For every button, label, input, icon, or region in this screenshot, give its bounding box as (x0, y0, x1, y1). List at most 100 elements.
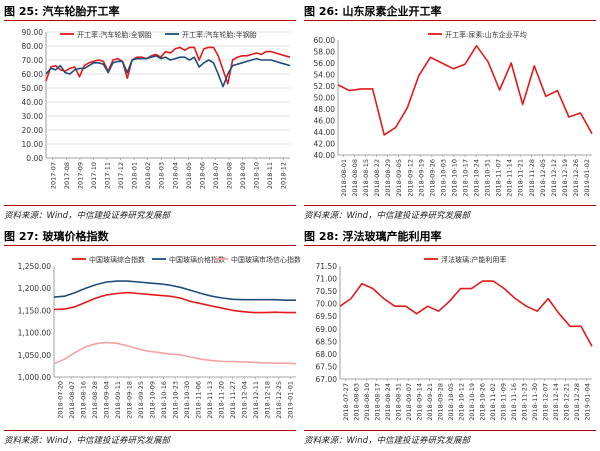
source-note: 资料来源：Wind，中信建投证券研究发展部 (4, 211, 171, 221)
legend-label: 中国玻璃价格指数 (169, 255, 225, 264)
y-tick-label: 40.00 (314, 151, 336, 160)
y-tick-label: 67.50 (316, 362, 338, 371)
x-tick-label: 2018-07-20 (56, 381, 64, 419)
tire-operating-rate-chart: 0.00 10.00 20.00 30.00 40.00 50.00 60.00 70.00 8… (22, 28, 291, 189)
x-tick-label: 2018-11-16 (510, 383, 518, 421)
source-rule (304, 205, 596, 206)
y-tick-label: 30.00 (22, 112, 44, 121)
x-tick-label: 2018-08-01 (340, 159, 348, 197)
x-tick-label: 2018-10-17 (462, 159, 470, 197)
y-tick-label: 50.00 (22, 84, 44, 93)
x-tick-label: 2018-10 (253, 162, 261, 189)
x-tick-label: 2018-11-06 (195, 381, 203, 419)
legend-label: 浮法玻璃:产能利用率 (441, 255, 506, 264)
title-rule (4, 20, 296, 21)
y-tick-label: 70.50 (316, 287, 338, 296)
y-tick-label: 1,150.00 (18, 306, 52, 315)
y-tick-label: 69.50 (316, 312, 338, 321)
x-tick-label: 2018-10-24 (473, 159, 481, 197)
float-glass-utilization-chart: 67.00 67.50 68.00 68.50 69.00 69.50 70.00 70.50… (316, 255, 593, 421)
y-tick-label: 1,100.00 (18, 329, 52, 338)
series-line (45, 54, 291, 88)
x-tick-label: 2018-08-03 (352, 383, 360, 421)
y-tick-label: 80.00 (22, 42, 44, 51)
x-tick-label: 2018-02 (144, 162, 152, 189)
y-tick-label: 10.00 (22, 140, 44, 149)
x-tick-label: 2018-08-08 (351, 159, 359, 197)
y-tick-label: 71.00 (316, 275, 338, 284)
x-tick-label: 2018-11-09 (499, 383, 507, 421)
x-tick-label: 2018-11-07 (495, 159, 503, 197)
x-tick-label: 2018-08 (226, 162, 234, 189)
y-tick-label: 1,050.00 (18, 351, 52, 360)
source-rule (4, 205, 296, 206)
y-tick-label: 70.00 (22, 56, 44, 65)
x-tick-label: 2018-12-07 (541, 383, 549, 421)
x-tick-label: 2017-08 (63, 162, 71, 189)
y-tick-label: 48.00 (314, 105, 336, 114)
urea-operating-rate-chart: 40.00 42.00 44.00 46.00 48.00 50.00 52.00 54.00… (314, 30, 593, 197)
x-tick-label: 2018-12 (280, 162, 288, 189)
y-tick-label: 40.00 (22, 98, 44, 107)
x-tick-label: 2018-08-24 (384, 383, 392, 421)
title-rule (304, 20, 596, 21)
y-tick-label: 54.00 (314, 71, 336, 80)
x-tick-label: 2018-09 (239, 162, 247, 189)
y-tick-label: 42.00 (314, 140, 336, 149)
y-tick-label: 70.00 (316, 300, 338, 309)
x-tick-label: 2018-09-28 (436, 383, 444, 421)
x-tick-label: 2018-09-05 (395, 159, 403, 197)
legend-label: 开工率:尿素:山东企业平均 (445, 30, 527, 39)
x-tick-label: 2018-10-30 (183, 381, 191, 419)
series-line (339, 280, 593, 347)
x-tick-label: 2018-10-09 (148, 381, 156, 419)
x-tick-label: 2018-08-22 (373, 159, 381, 197)
x-tick-label: 2018-11-02 (489, 383, 497, 421)
figure-panel-glass-price-index: 图 27: 玻璃价格指数 1,000.00 1,050.00 1,100.00 1,15… (0, 225, 300, 450)
x-tick-label: 2018-12-19 (561, 159, 569, 197)
source-note: 资料来源：Wind，中信建投证券研究发展部 (304, 211, 471, 221)
series-line (53, 341, 297, 365)
x-tick-label: 2019-01-04 (583, 383, 591, 421)
y-tick-label: 1,000.00 (18, 373, 52, 382)
series-line (53, 291, 296, 314)
figure-number: 图 26: (304, 5, 339, 18)
x-tick-label: 2018-07-27 (342, 383, 350, 421)
x-tick-label: 2018-10-19 (468, 383, 476, 421)
x-tick-label: 2018-12-05 (539, 159, 547, 197)
x-tick-label: 2018-11-27 (229, 381, 237, 419)
series-line (45, 46, 291, 85)
x-tick-label: 2018-12-25 (275, 381, 283, 419)
figure-title-text: 浮法玻璃产能利用率 (342, 230, 442, 243)
x-tick-label: 2018-10-03 (439, 159, 447, 197)
x-tick-label: 2018-12-14 (552, 383, 560, 421)
x-tick-label: 2017-09 (76, 162, 84, 189)
x-tick-label: 2018-10-05 (447, 383, 455, 421)
y-tick-label: 69.00 (316, 325, 338, 334)
title-rule (304, 245, 596, 246)
x-tick-label: 2018-01 (131, 162, 139, 189)
x-tick-label: 2018-06 (198, 162, 206, 189)
x-tick-label: 2018-09-04 (102, 381, 110, 419)
x-tick-label: 2018-12-21 (562, 383, 570, 421)
x-tick-label: 2019-01-01 (287, 381, 295, 419)
x-tick-label: 2018-09-21 (426, 383, 434, 421)
legend-label: 中国玻璃市场信心指数 (231, 255, 300, 264)
x-tick-label: 2018-12-12 (550, 159, 558, 197)
x-tick-label: 2018-10-31 (484, 159, 492, 197)
source-note: 资料来源：Wind，中信建投证券研究发展部 (304, 436, 471, 446)
x-tick-label: 2018-08-28 (91, 381, 99, 419)
figure-number: 图 28: (304, 230, 339, 243)
y-tick-label: 58.00 (314, 48, 336, 57)
source-rule (4, 430, 296, 431)
x-tick-label: 2018-08-29 (384, 159, 392, 197)
x-tick-label: 2018-11-21 (517, 159, 525, 197)
x-tick-label: 2018-11-14 (506, 159, 514, 197)
y-tick-label: 68.50 (316, 337, 338, 346)
x-tick-label: 2018-08-15 (362, 159, 370, 197)
x-tick-label: 2019-01-02 (583, 159, 591, 197)
x-tick-label: 2017-07 (49, 162, 57, 189)
y-tick-label: 60.00 (314, 36, 336, 45)
x-tick-label: 2018-09-07 (405, 383, 413, 421)
figure-title-text: 山东尿素企业开工率 (342, 5, 442, 18)
